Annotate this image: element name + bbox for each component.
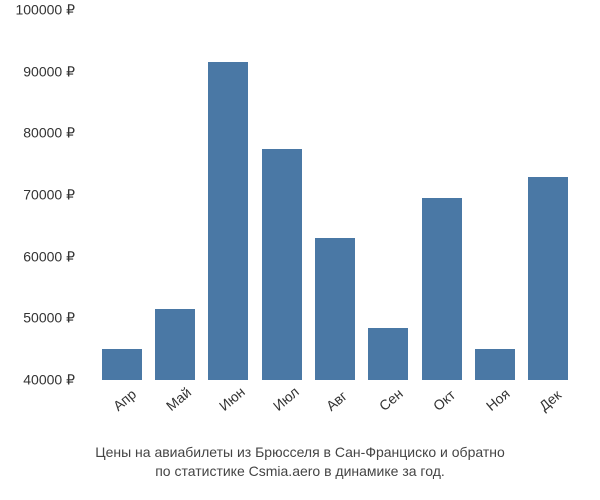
caption-line-1: Цены на авиабилеты из Брюсселя в Сан-Фра… (0, 443, 600, 463)
x-tick-label: Сен (373, 372, 436, 436)
plot-area (90, 10, 580, 380)
y-tick-label: 50000 ₽ (23, 310, 75, 327)
bar (262, 149, 302, 380)
x-tick-label: Май (160, 372, 223, 436)
bar (155, 309, 195, 380)
x-tick-label: Июн (213, 372, 276, 436)
bar (422, 198, 462, 380)
x-tick-label: Ноя (480, 372, 543, 436)
x-axis: АпрМайИюнИюлАвгСенОктНояДек (90, 385, 580, 435)
y-tick-label: 100000 ₽ (15, 2, 75, 19)
chart-area (90, 10, 580, 380)
y-tick-label: 90000 ₽ (23, 63, 75, 80)
caption-line-2: по статистике Csmia.aero в динамике за г… (0, 462, 600, 482)
bars-group (90, 10, 580, 380)
y-tick-label: 70000 ₽ (23, 187, 75, 204)
bar (208, 62, 248, 380)
y-axis: 40000 ₽50000 ₽60000 ₽70000 ₽80000 ₽90000… (0, 10, 85, 380)
chart-caption: Цены на авиабилеты из Брюсселя в Сан-Фра… (0, 443, 600, 482)
bar (528, 177, 568, 381)
y-tick-label: 80000 ₽ (23, 125, 75, 142)
x-tick-label: Апр (106, 372, 169, 436)
y-tick-label: 60000 ₽ (23, 248, 75, 265)
x-tick-label: Окт (426, 372, 489, 436)
y-tick-label: 40000 ₽ (23, 372, 75, 389)
x-tick-label: Июл (266, 372, 329, 436)
x-tick-label: Авг (320, 372, 383, 436)
x-tick-label: Дек (533, 372, 596, 436)
bar (315, 238, 355, 380)
